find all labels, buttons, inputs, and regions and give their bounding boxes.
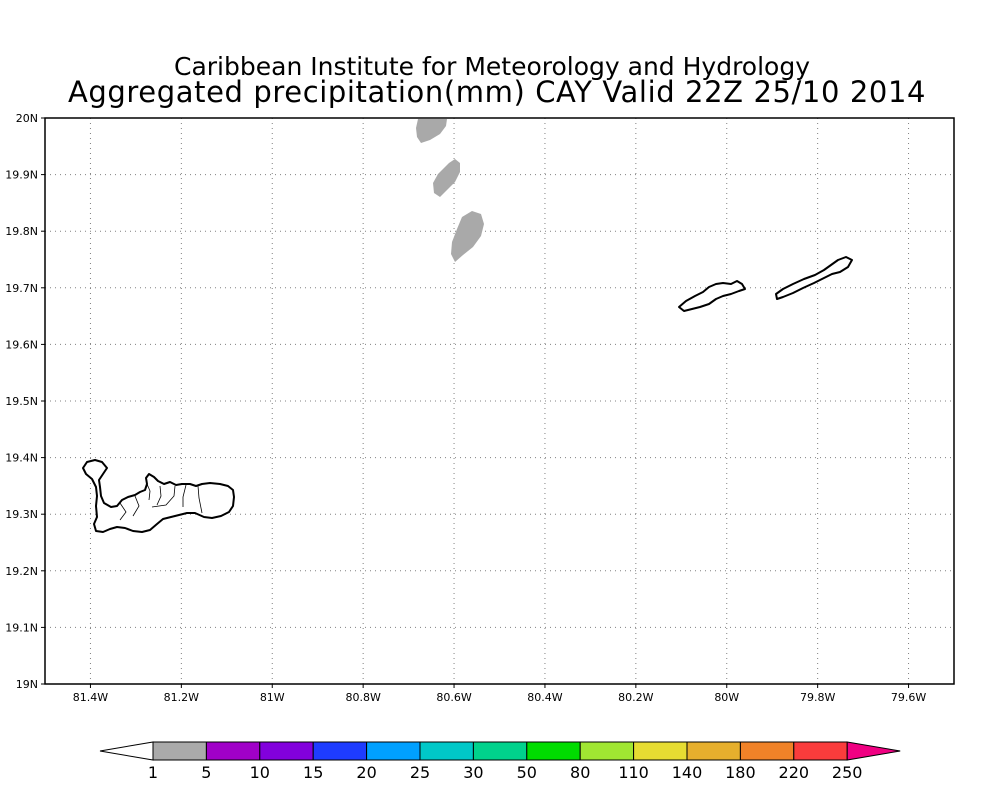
lat-tick-label: 20N [16,112,38,125]
colorbar-label: 80 [570,763,590,782]
colorbar-box [419,741,474,761]
lat-tick-label: 19.5N [5,395,38,408]
lat-tick-label: 19.4N [5,452,38,465]
colorbar-label: 10 [250,763,270,782]
colorbar-box [152,741,207,761]
precip-area-middle [433,159,460,197]
lon-tick-label: 81.4W [73,691,108,704]
axis-tick-labels: 81.4W 81.2W 81W 80.8W 80.6W 80.4W 80.2W 80W 79.8… [5,112,926,704]
lat-tick-label: 19.2N [5,565,38,578]
colorbar-label: 30 [463,763,483,782]
lat-tick-label: 19.1N [5,621,38,634]
lon-tick-label: 80.2W [618,691,653,704]
colorbar-box [739,741,795,761]
cayman-brac [775,256,853,300]
colorbar-label: 250 [832,763,863,782]
colorbar-label: 50 [517,763,537,782]
lon-tick-label: 80W [714,691,739,704]
precipitation-layer [416,119,484,262]
colorbar-label: 180 [725,763,756,782]
colorbar-box [259,741,314,761]
precip-area-south [451,211,484,262]
lat-tick-label: 19.9N [5,169,38,182]
coastlines [82,256,853,533]
colorbar-label: 25 [410,763,430,782]
colorbar-box [686,741,741,761]
colorbar-under-triangle [99,741,154,761]
colorbar-box [472,741,528,761]
lon-tick-label: 79.6W [891,691,926,704]
lon-tick-label: 80.6W [436,691,471,704]
institute-title: Caribbean Institute for Meteorology and … [174,52,810,81]
map-frame [44,117,955,685]
lat-tick-label: 19.6N [5,338,38,351]
colorbar-box [366,741,421,761]
colorbar-label: 15 [303,763,323,782]
colorbar-label: 220 [779,763,810,782]
colorbar: 1 5 10 15 20 25 30 50 80 110 140 180 220 250 [99,741,901,782]
precip-area-north [416,119,447,143]
colorbar-box [312,741,368,761]
lat-tick-label: 19N [16,678,38,691]
colorbar-over-triangle [846,741,901,761]
little-cayman [678,280,746,312]
lon-tick-label: 81W [260,691,285,704]
colorbar-box [579,741,635,761]
colorbar-label: 140 [672,763,703,782]
colorbar-label: 110 [618,763,649,782]
lat-tick-label: 19.7N [5,282,38,295]
grand-cayman [82,459,235,533]
colorbar-label: 1 [148,763,158,782]
lon-tick-label: 80.4W [527,691,562,704]
colorbar-box [205,741,261,761]
lon-tick-label: 79.8W [800,691,835,704]
map-title: Aggregated precipitation(mm) CAY Valid 2… [68,75,926,109]
lon-tick-label: 81.2W [164,691,199,704]
colorbar-box [633,741,688,761]
lat-tick-label: 19.8N [5,225,38,238]
colorbar-box [526,741,581,761]
colorbar-label: 5 [201,763,211,782]
colorbar-label: 20 [356,763,376,782]
colorbar-box [793,741,848,761]
lat-tick-label: 19.3N [5,508,38,521]
lon-tick-label: 80.8W [345,691,380,704]
graticule [45,118,954,684]
